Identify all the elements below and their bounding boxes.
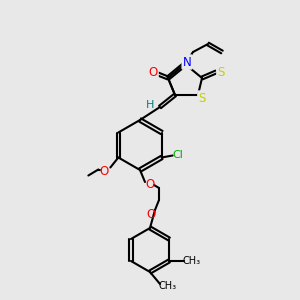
Text: N: N [183,56,191,68]
Text: O: O [148,65,158,79]
Text: O: O [146,178,154,190]
Text: S: S [217,65,225,79]
Text: CH₃: CH₃ [183,256,201,266]
Text: CH₃: CH₃ [159,281,177,291]
Text: S: S [198,92,206,104]
Text: O: O [146,208,156,221]
Text: O: O [100,165,109,178]
Text: H: H [146,100,154,110]
Text: Cl: Cl [172,151,183,160]
